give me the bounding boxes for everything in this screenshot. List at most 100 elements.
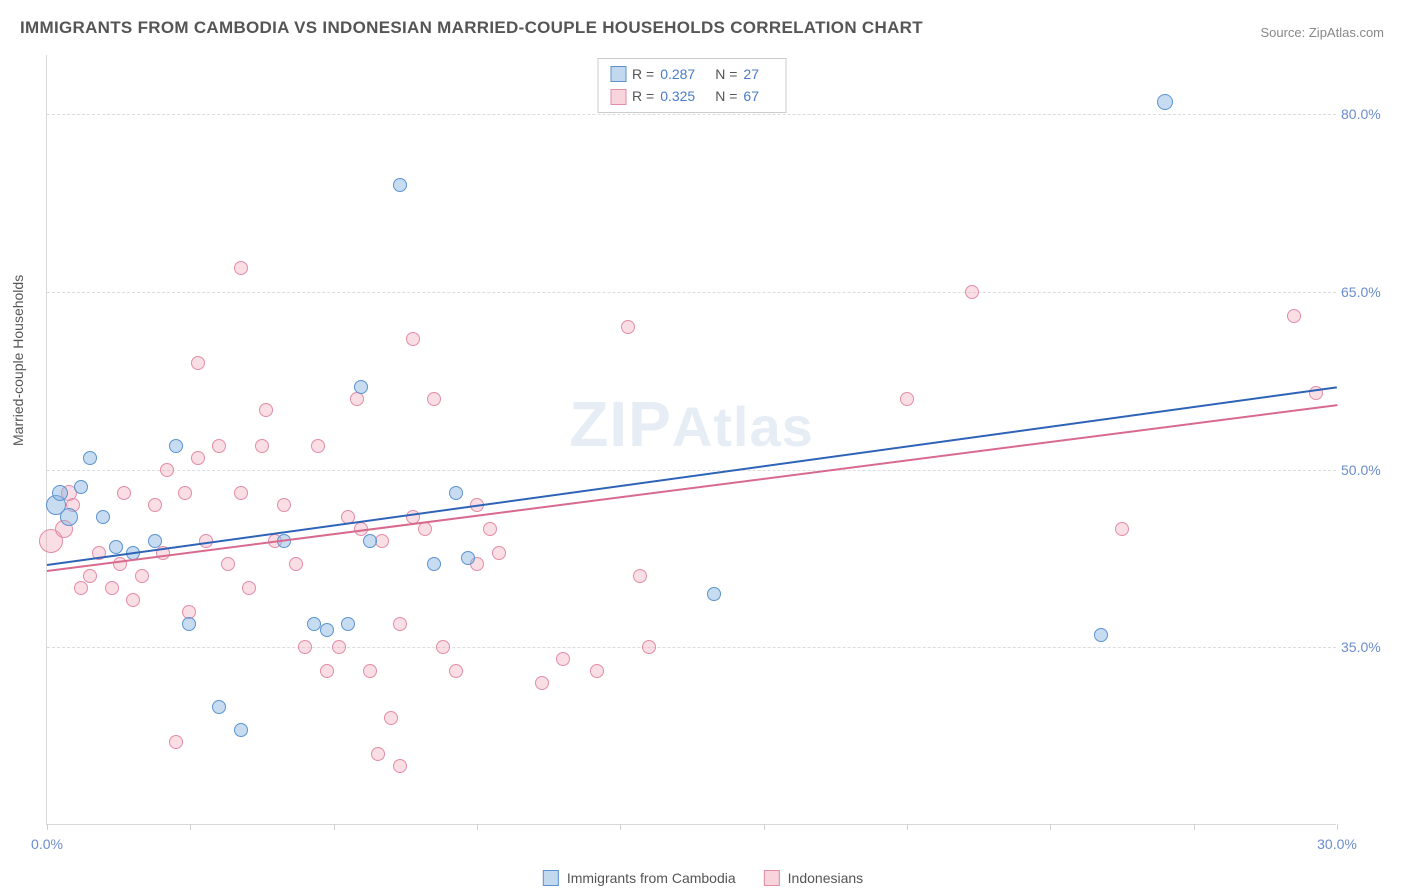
data-point [354, 380, 368, 394]
x-tick [47, 824, 48, 830]
data-point [109, 540, 123, 554]
data-point [642, 640, 656, 654]
data-point [126, 593, 140, 607]
r-label: R = [632, 85, 654, 107]
data-point [289, 557, 303, 571]
data-point [191, 356, 205, 370]
x-tick [907, 824, 908, 830]
legend-item: Immigrants from Cambodia [543, 870, 736, 886]
data-point [212, 700, 226, 714]
data-point [191, 451, 205, 465]
data-point [135, 569, 149, 583]
data-point [212, 439, 226, 453]
data-point [234, 723, 248, 737]
y-tick-label: 65.0% [1341, 284, 1396, 300]
x-tick-label: 30.0% [1317, 836, 1357, 852]
data-point [556, 652, 570, 666]
data-point [707, 587, 721, 601]
y-axis-label: Married-couple Households [10, 275, 26, 446]
data-point [436, 640, 450, 654]
x-tick [190, 824, 191, 830]
data-point [169, 735, 183, 749]
x-tick [1337, 824, 1338, 830]
data-point [221, 557, 235, 571]
data-point [492, 546, 506, 560]
trend-line [47, 387, 1337, 567]
data-point [255, 439, 269, 453]
data-point [393, 178, 407, 192]
data-point [74, 480, 88, 494]
n-label: N = [715, 63, 737, 85]
watermark: ZIPAtlas [569, 387, 814, 461]
x-tick [334, 824, 335, 830]
data-point [965, 285, 979, 299]
data-point [371, 747, 385, 761]
data-point [590, 664, 604, 678]
chart-title: IMMIGRANTS FROM CAMBODIA VS INDONESIAN M… [20, 18, 923, 38]
data-point [393, 617, 407, 631]
data-point [259, 403, 273, 417]
data-point [83, 569, 97, 583]
legend-swatch [764, 870, 780, 886]
data-point [160, 463, 174, 477]
data-point [633, 569, 647, 583]
data-point [96, 510, 110, 524]
legend-label: Indonesians [788, 870, 864, 886]
gridline [47, 647, 1336, 648]
legend-stats-row: R = 0.325 N = 67 [610, 85, 773, 107]
x-tick [620, 824, 621, 830]
data-point [449, 664, 463, 678]
n-value: 27 [743, 63, 759, 85]
data-point [406, 332, 420, 346]
gridline [47, 114, 1336, 115]
legend-swatch [543, 870, 559, 886]
data-point [1157, 94, 1173, 110]
data-point [483, 522, 497, 536]
data-point [1094, 628, 1108, 642]
legend-stats-row: R = 0.287 N = 27 [610, 63, 773, 85]
n-value: 67 [743, 85, 759, 107]
data-point [427, 392, 441, 406]
data-point [341, 617, 355, 631]
data-point [148, 498, 162, 512]
correlation-chart: IMMIGRANTS FROM CAMBODIA VS INDONESIAN M… [0, 0, 1406, 892]
data-point [375, 534, 389, 548]
data-point [169, 439, 183, 453]
data-point [277, 498, 291, 512]
legend-label: Immigrants from Cambodia [567, 870, 736, 886]
legend-swatch [610, 89, 626, 105]
data-point [52, 485, 68, 501]
x-tick [764, 824, 765, 830]
data-point [363, 534, 377, 548]
data-point [178, 486, 192, 500]
data-point [242, 581, 256, 595]
legend-stats-box: R = 0.287 N = 27 R = 0.325 N = 67 [597, 58, 786, 113]
data-point [535, 676, 549, 690]
data-point [307, 617, 321, 631]
data-point [900, 392, 914, 406]
data-point [427, 557, 441, 571]
data-point [298, 640, 312, 654]
x-tick [1194, 824, 1195, 830]
n-label: N = [715, 85, 737, 107]
data-point [320, 623, 334, 637]
x-tick-label: 0.0% [31, 836, 63, 852]
data-point [332, 640, 346, 654]
data-point [74, 581, 88, 595]
data-point [1287, 309, 1301, 323]
r-value: 0.325 [660, 85, 695, 107]
x-tick [1050, 824, 1051, 830]
data-point [311, 439, 325, 453]
legend-swatch [610, 66, 626, 82]
data-point [621, 320, 635, 334]
gridline [47, 292, 1336, 293]
data-point [384, 711, 398, 725]
data-point [1115, 522, 1129, 536]
data-point [83, 451, 97, 465]
data-point [234, 261, 248, 275]
r-label: R = [632, 63, 654, 85]
data-point [461, 551, 475, 565]
y-tick-label: 80.0% [1341, 106, 1396, 122]
r-value: 0.287 [660, 63, 695, 85]
data-point [320, 664, 334, 678]
